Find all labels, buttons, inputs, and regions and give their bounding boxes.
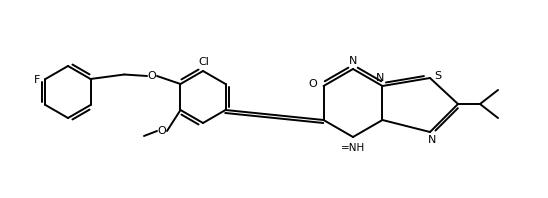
Text: O: O bbox=[158, 126, 167, 136]
Text: Cl: Cl bbox=[198, 57, 209, 67]
Text: N: N bbox=[349, 56, 357, 66]
Text: F: F bbox=[35, 75, 41, 85]
Text: =NH: =NH bbox=[341, 143, 365, 153]
Text: O: O bbox=[147, 71, 156, 81]
Text: N: N bbox=[376, 73, 385, 83]
Text: N: N bbox=[428, 135, 436, 145]
Text: S: S bbox=[435, 71, 442, 81]
Text: O: O bbox=[308, 79, 317, 89]
